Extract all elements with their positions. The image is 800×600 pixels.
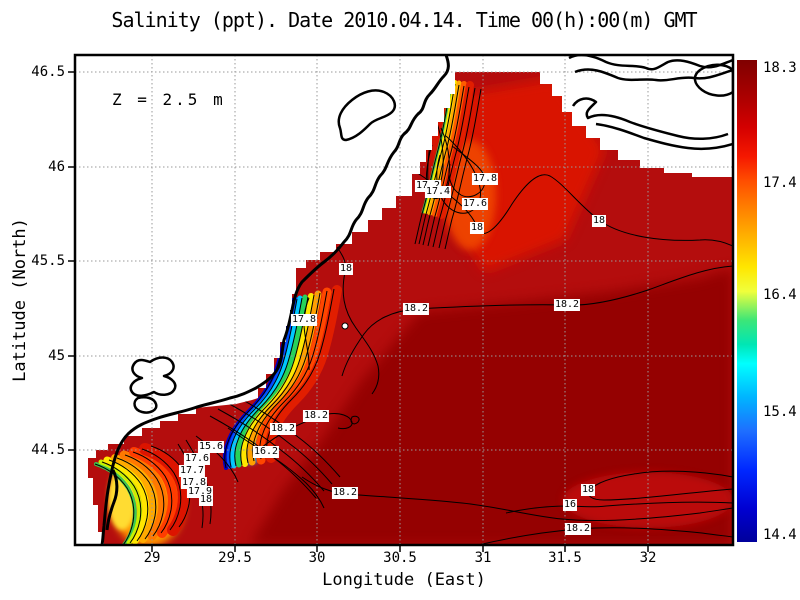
contour-label: 18.2 <box>331 487 359 499</box>
gridlines <box>75 55 733 545</box>
contour-label: 17.4 <box>424 186 452 198</box>
contour-label: 16.2 <box>252 446 280 458</box>
contour-label: 18.2 <box>564 523 592 535</box>
contour-label: 17.8 <box>471 173 499 185</box>
colorbar-tick-label: 15.4 <box>763 404 797 420</box>
contour-label: 18.2 <box>269 423 297 435</box>
contour-label: 18 <box>591 215 607 227</box>
x-tick-label: 30 <box>308 550 326 566</box>
northeast-land-outlines <box>568 55 733 151</box>
colorbar-tick-label: 17.4 <box>763 175 797 191</box>
contour-label: 16 <box>562 499 578 511</box>
station-marker-dot <box>341 322 349 330</box>
contour-label: 17.6 <box>461 198 489 210</box>
contour-label: 18.2 <box>402 303 430 315</box>
x-tick-label: 32 <box>639 550 657 566</box>
y-tick-label: 46 <box>48 159 65 175</box>
depth-annotation: Z = 2.5 m <box>112 90 226 109</box>
contour-label: 17.6 <box>183 453 211 465</box>
x-tick-label: 29 <box>143 550 161 566</box>
colorbar-tick-label: 18.3 <box>763 60 797 76</box>
contour-label: 18 <box>580 484 596 496</box>
x-tick-label: 31 <box>474 550 492 566</box>
colorbar-tick-label: 16.4 <box>763 287 797 303</box>
contour-label: 18.2 <box>553 299 581 311</box>
colorbar <box>737 60 757 542</box>
y-tick-label: 44.5 <box>31 442 65 458</box>
contour-label: 15.6 <box>197 441 225 453</box>
contour-label: 18 <box>198 494 214 506</box>
contour-label: 18.2 <box>302 410 330 422</box>
plot-frame <box>73 53 735 547</box>
x-tick-label: 31.5 <box>548 550 582 566</box>
x-axis-label: Longitude (East) <box>322 570 486 590</box>
lagoon-outlines <box>129 89 396 414</box>
y-tick-label: 46.5 <box>31 64 65 80</box>
contour-label: 18 <box>469 222 485 234</box>
x-tick-label: 29.5 <box>218 550 252 566</box>
contour-label: 17.7 <box>178 465 206 477</box>
coastline <box>100 55 450 545</box>
colorbar-tick-label: 14.4 <box>763 527 797 543</box>
contour-label: 18 <box>338 263 354 275</box>
plot-title: Salinity (ppt). Date 2010.04.14. Time 00… <box>111 8 697 32</box>
x-tick-label: 30.5 <box>383 550 417 566</box>
y-tick-label: 45 <box>48 348 65 364</box>
contour-label: 17.8 <box>290 314 318 326</box>
y-tick-label: 45.5 <box>31 253 65 269</box>
axis-ticks <box>68 71 649 552</box>
